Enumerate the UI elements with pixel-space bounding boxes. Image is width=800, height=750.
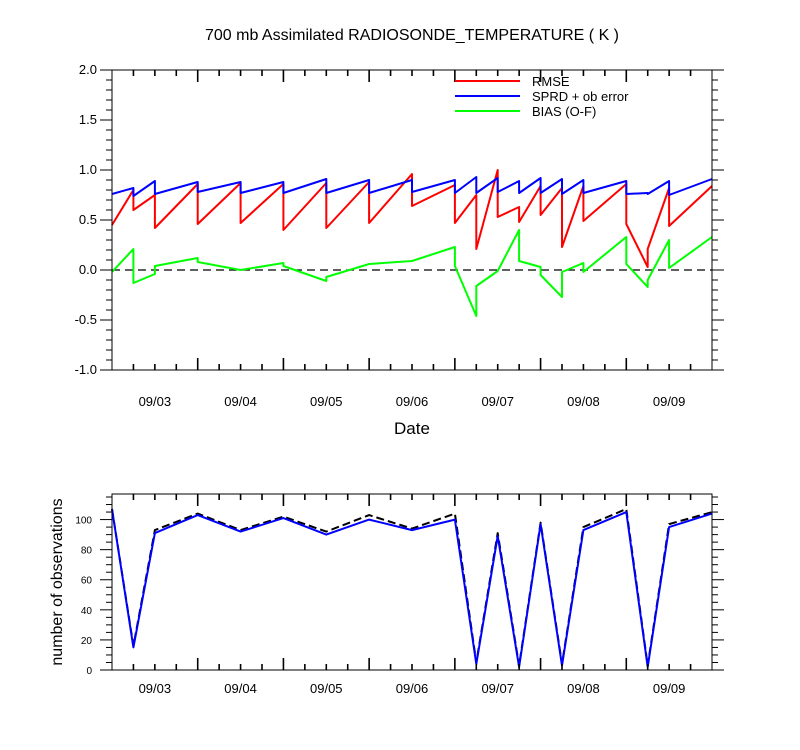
y-tick-label: 0.5 xyxy=(79,212,97,227)
y-tick-label: 0 xyxy=(86,666,92,677)
y-tick-label: -0.5 xyxy=(75,312,97,327)
x-tick-label: 09/07 xyxy=(481,681,514,696)
series-line-assimilated xyxy=(111,508,713,668)
y-tick-label: -1.0 xyxy=(75,362,97,377)
tick-layer: 09/03 09/04 09/05 09/06 09/07 09/08 09/09 0 20 40… xyxy=(75,494,724,696)
x-tick-label: 09/09 xyxy=(653,681,686,696)
y-tick-label: 1.0 xyxy=(79,162,97,177)
x-tick-label: 09/04 xyxy=(224,394,257,409)
y-tick-label: 2.0 xyxy=(79,62,97,77)
x-tick-label: 09/08 xyxy=(567,394,600,409)
x-tick-label: 09/09 xyxy=(653,394,686,409)
x-tick-label: 09/05 xyxy=(310,394,343,409)
plot-frame xyxy=(111,493,713,671)
chart-title: 700 mb Assimilated RADIOSONDE_TEMPERATUR… xyxy=(205,27,619,44)
y-axis-label: number of observations xyxy=(49,498,66,665)
y-tick-label: 60 xyxy=(81,576,93,587)
observation-count-chart: 09/03 09/04 09/05 09/06 09/07 09/08 09/09 0 20 40… xyxy=(49,493,724,696)
x-tick-label: 09/07 xyxy=(481,394,514,409)
y-tick-label: 100 xyxy=(75,516,92,527)
series-line-rmse xyxy=(111,169,713,268)
y-tick-label: 40 xyxy=(81,606,93,617)
series-layer xyxy=(111,169,713,317)
legend-label-rmse: RMSE xyxy=(532,74,570,89)
legend-label-sprd: SPRD + ob error xyxy=(532,89,629,104)
tick-layer: 09/03 09/04 09/05 09/06 09/07 09/08 09/09 -1.0 -… xyxy=(75,62,724,409)
plot-frame xyxy=(111,69,713,371)
x-tick-label: 09/06 xyxy=(396,681,429,696)
x-tick-label: 09/04 xyxy=(224,681,257,696)
x-tick-label: 09/03 xyxy=(139,681,172,696)
y-tick-label: 20 xyxy=(81,636,93,647)
series-line-bias-o-f xyxy=(111,229,713,317)
x-tick-label: 09/06 xyxy=(396,394,429,409)
x-tick-label: 09/05 xyxy=(310,681,343,696)
x-tick-label: 09/03 xyxy=(139,394,172,409)
legend: RMSE SPRD + ob error BIAS (O-F) xyxy=(455,74,629,119)
x-tick-label: 09/08 xyxy=(567,681,600,696)
x-axis-label: Date xyxy=(394,419,430,438)
bias-rmse-chart: 700 mb Assimilated RADIOSONDE_TEMPERATUR… xyxy=(75,27,724,438)
legend-label-bias: BIAS (O-F) xyxy=(532,104,596,119)
series-line-sprd-ob-error xyxy=(111,176,713,197)
series-line-possible xyxy=(111,508,713,667)
y-tick-label: 80 xyxy=(81,546,93,557)
series-layer xyxy=(111,508,713,668)
y-tick-label: 1.5 xyxy=(79,112,97,127)
y-tick-label: 0.0 xyxy=(79,262,97,277)
